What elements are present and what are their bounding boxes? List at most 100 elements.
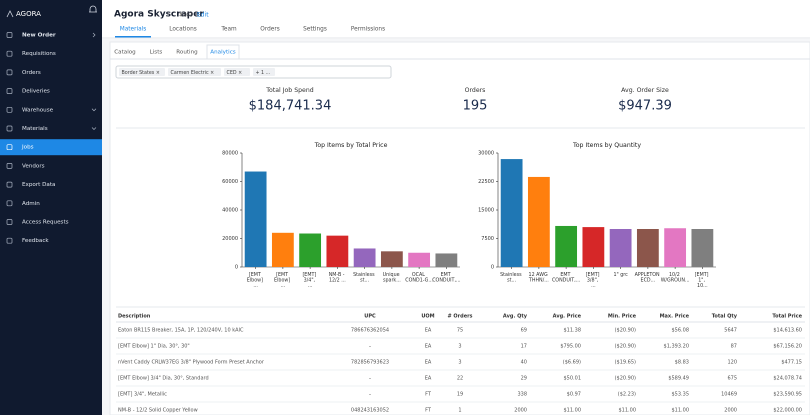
- bar: [500, 159, 523, 267]
- table-cell: EA: [425, 328, 432, 334]
- table-cell: 786676362054: [351, 328, 389, 334]
- table-cell: Eaton BR115 Breaker, 15A, 1P, 120/240V, …: [118, 328, 244, 334]
- filter-chip-label[interactable]: CED ×: [227, 70, 243, 76]
- x-tick-label: 12 AWG THHN/...: [528, 272, 549, 284]
- nav-icon: [6, 50, 13, 57]
- tab[interactable]: Orders: [260, 27, 280, 33]
- nav-icon: [6, 69, 13, 76]
- table-cell: 29: [521, 376, 527, 382]
- x-tick-label: EMT CONDUIT,...: [432, 272, 460, 284]
- filter-chip: [253, 68, 275, 76]
- tab[interactable]: Settings: [303, 27, 327, 33]
- table-cell: $56.08: [672, 328, 690, 334]
- chevron: [92, 32, 96, 38]
- stat-label: Orders: [465, 87, 486, 94]
- chart-title: Top Items by Quantity: [572, 142, 641, 149]
- x-tick-label: NM-B - 12/2 ...: [329, 272, 346, 284]
- table-cell: $477.15: [781, 360, 802, 366]
- x-tick-label: [EMT] 1", 10...: [695, 272, 710, 289]
- table-cell: $14,613.60: [773, 328, 802, 334]
- table-header: UOM: [421, 314, 434, 320]
- job-number: #003: [179, 13, 193, 19]
- table-cell: ($2.23): [618, 392, 636, 398]
- subtab[interactable]: Lists: [150, 50, 163, 56]
- filter-chip-label[interactable]: + 1 ...: [256, 70, 271, 76]
- nav-active-bg: [0, 139, 102, 156]
- nav-item[interactable]: Warehouse: [22, 107, 54, 113]
- table-cell: 1: [458, 408, 461, 414]
- x-tick-label: [EMT Elbow] ...: [274, 272, 292, 289]
- table-cell: –: [369, 392, 372, 398]
- filter-chip-label[interactable]: Carmen Electric ×: [171, 70, 215, 76]
- header-bar: [102, 0, 810, 38]
- bar: [691, 229, 714, 267]
- nav-item[interactable]: Admin: [22, 201, 40, 207]
- y-tick-label: 40000: [222, 208, 238, 214]
- y-tick-label: 30000: [478, 151, 494, 157]
- bar: [636, 229, 659, 267]
- nav-icon: [6, 106, 13, 113]
- edit-link[interactable]: Edit: [197, 12, 209, 19]
- nav-item[interactable]: Jobs: [21, 145, 34, 151]
- x-tick-label: [EMT] 3/8", ...: [586, 272, 601, 289]
- x-tick-label: APPLETON ECD...: [635, 272, 662, 284]
- nav-icon: [6, 200, 13, 207]
- nav-item[interactable]: Requisitions: [22, 51, 56, 57]
- nav-item[interactable]: New Order: [22, 33, 56, 39]
- table-header: Description: [118, 314, 151, 320]
- table-cell: [EMT Elbow] 3/4" Dia, 30°, Standard: [118, 376, 209, 382]
- table-cell: EA: [425, 344, 432, 350]
- y-tick-label: 80000: [222, 151, 238, 157]
- tab[interactable]: Materials: [120, 27, 147, 33]
- table-cell: $50.01: [564, 376, 582, 382]
- table-cell: FT: [425, 408, 432, 414]
- table-cell: $795.00: [560, 344, 581, 350]
- tab[interactable]: Permissions: [351, 27, 385, 33]
- subtab[interactable]: Analytics: [210, 50, 235, 56]
- tab[interactable]: Team: [220, 27, 237, 33]
- table-cell: FT: [425, 392, 432, 398]
- stat-value: $184,741.34: [249, 99, 332, 114]
- page-title: Agora Skyscraper: [114, 10, 204, 20]
- nav-item[interactable]: Deliveries: [22, 89, 50, 95]
- table-cell: 19: [457, 392, 463, 398]
- table-cell: ($6.69): [563, 360, 581, 366]
- table-header: # Orders: [447, 314, 472, 320]
- bell-icon[interactable]: [89, 5, 97, 13]
- table-cell: $24,078.74: [773, 376, 802, 382]
- nav-item[interactable]: Vendors: [22, 163, 45, 169]
- subtab[interactable]: Routing: [176, 50, 198, 56]
- filter-chip-label[interactable]: Border States ×: [122, 70, 160, 76]
- nav-item[interactable]: Feedback: [22, 238, 49, 244]
- table-cell: –: [369, 344, 372, 350]
- bar: [271, 232, 294, 267]
- x-tick-label: 1" grc: [613, 272, 628, 278]
- table-cell: 69: [521, 328, 527, 334]
- table-cell: $1,393.20: [664, 344, 689, 350]
- x-tick-label: [EMT Elbow] ...: [247, 272, 265, 289]
- tab[interactable]: Locations: [169, 27, 197, 33]
- nav-item[interactable]: Access Requests: [22, 220, 69, 226]
- bar: [244, 171, 267, 267]
- y-tick-label: 20000: [222, 236, 238, 242]
- table-cell: 338: [517, 392, 527, 398]
- table-cell: NM-B - 12/2 Solid Copper Yellow: [118, 408, 198, 414]
- table-cell: ($20.90): [615, 376, 636, 382]
- bar: [326, 235, 349, 267]
- subtab[interactable]: Catalog: [114, 50, 136, 56]
- bar: [299, 233, 322, 267]
- nav-item[interactable]: Materials: [22, 126, 48, 132]
- table-cell: $11.00: [564, 408, 582, 414]
- nav-icon: [6, 219, 13, 225]
- x-tick-label: Unique spark...: [383, 272, 401, 284]
- nav-item[interactable]: Export Data: [22, 182, 55, 188]
- nav-item[interactable]: Orders: [22, 70, 41, 76]
- y-tick-label: 22500: [478, 179, 494, 185]
- nav-icon: [6, 144, 13, 151]
- filter-chip: [168, 68, 221, 76]
- table-cell: $11.00: [619, 408, 637, 414]
- bar: [664, 228, 687, 267]
- table-cell: EA: [425, 360, 432, 366]
- table-cell: ($20.90): [615, 328, 636, 334]
